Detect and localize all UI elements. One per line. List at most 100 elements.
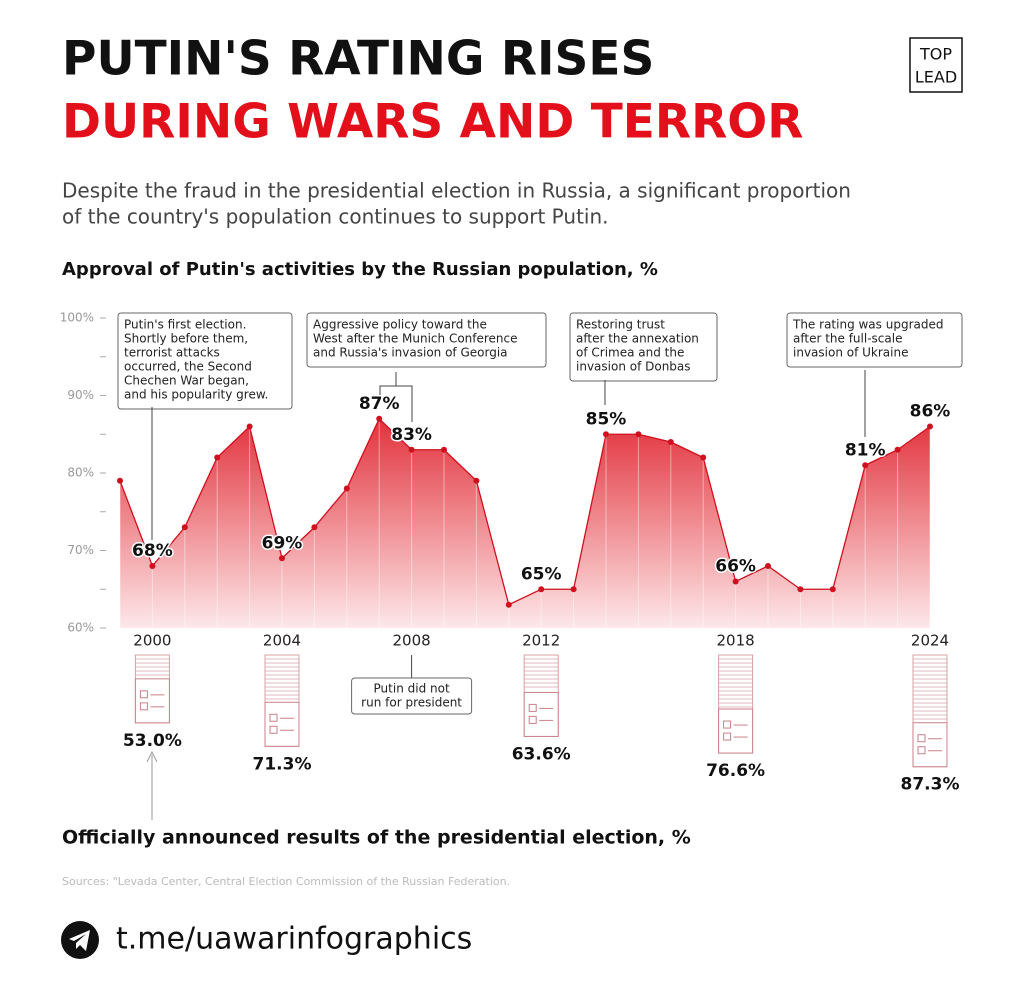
annotation-text: after the full-scale [793, 332, 902, 346]
ballot-box [139, 702, 148, 711]
annotation-box [117, 312, 293, 410]
point [862, 462, 869, 469]
ballot-box [269, 713, 278, 722]
annotation-text: Shortly before them, [124, 332, 248, 346]
annotation-text: Putin's first election. [124, 318, 246, 332]
point [570, 586, 577, 593]
point [343, 485, 350, 492]
point [311, 524, 318, 531]
elections-title: Officially announced results of the pres… [62, 827, 691, 849]
logo-text: TOP [919, 45, 952, 64]
election-label: 76.6% [706, 761, 765, 781]
point [181, 524, 188, 531]
point [149, 563, 156, 569]
point [765, 563, 771, 569]
ballot-box [139, 690, 148, 699]
value-label: 85% [586, 409, 627, 429]
point [376, 415, 383, 422]
point [894, 446, 901, 453]
ballot-box [917, 734, 926, 743]
x-tick-label: 2012 [522, 632, 560, 650]
point [732, 578, 739, 585]
x-tick-label: 2004 [263, 632, 301, 650]
point [473, 477, 480, 484]
annotation-text: Aggressive policy toward the [313, 318, 487, 332]
y-tick-label: 80% [67, 466, 94, 480]
y-tick-label: 70% [67, 543, 94, 557]
value-label: 86% [910, 402, 951, 422]
election-label: 87.3% [901, 775, 960, 795]
value-label: 81% [845, 440, 886, 460]
annotation-text: invasion of Ukraine [793, 346, 908, 360]
ballot-front [718, 708, 754, 754]
title-line-1: PUTIN'S RATING RISES [62, 32, 654, 87]
annotation-text: The rating was upgraded [792, 318, 943, 332]
annotation-connector [379, 372, 413, 422]
ballot-box [723, 720, 732, 729]
point [829, 586, 836, 593]
annotation-text: after the annexation [576, 332, 699, 346]
point [635, 431, 642, 438]
election-label: 63.6% [512, 744, 571, 764]
value-label: 83% [391, 425, 432, 445]
annotation-text: occurred, the Second [124, 360, 252, 374]
note-text: run for president [361, 696, 462, 710]
ballot-box [269, 725, 278, 734]
line [119, 417, 931, 606]
point [700, 454, 707, 461]
annotation-box [569, 312, 718, 382]
election-label: 71.3% [253, 754, 312, 774]
value-label: 69% [262, 533, 303, 553]
point [441, 446, 447, 453]
ballot-box [528, 715, 537, 724]
logo-box [909, 37, 963, 93]
link[interactable]: t.me/uawarinfographics [116, 922, 472, 957]
ballot-box [528, 703, 537, 712]
y-tick-label: 90% [67, 388, 94, 402]
logo-text: LEAD [915, 68, 957, 87]
subtitle: Despite the fraud in the presidential el… [62, 179, 851, 203]
annotation-text: Chechen War began, [124, 374, 249, 388]
x-tick-label: 2018 [717, 632, 755, 650]
ballot-front [912, 722, 948, 768]
annotation-text: of Crimea and the [576, 346, 684, 360]
ballot-front [134, 678, 170, 724]
value-label: 68% [132, 541, 173, 561]
point [603, 431, 609, 438]
ballot-front [523, 691, 559, 737]
subtitle: of the country's population continues to… [62, 205, 609, 229]
area [120, 418, 930, 628]
value-label: 66% [715, 557, 756, 577]
point [927, 423, 933, 430]
annotation-text: invasion of Donbas [576, 360, 691, 374]
x-tick-label: 2008 [393, 632, 431, 650]
annotation-box [786, 312, 963, 368]
y-tick-label: 100% [60, 311, 94, 325]
annotation-text: and his popularity grew. [124, 388, 268, 402]
sources: Sources: "Levada Center, Central Electio… [62, 875, 510, 888]
annotation-box [306, 312, 547, 368]
ballot-box [723, 732, 732, 741]
telegram-plane [69, 930, 90, 951]
annotation-text: terrorist attacks [124, 346, 220, 360]
x-tick-label: 2024 [911, 632, 949, 650]
value-label: 65% [521, 564, 562, 584]
point [538, 586, 545, 593]
note-text: Putin did not [374, 682, 450, 696]
value-label: 87% [359, 394, 400, 414]
point [667, 439, 674, 445]
y-tick-label: 60% [67, 621, 94, 635]
election-label: 53.0% [123, 731, 182, 751]
note-box [351, 677, 473, 715]
annotation-text: and Russia's invasion of Georgia [313, 346, 508, 360]
chart-title: Approval of Putin's activities by the Ru… [62, 259, 658, 280]
ballot-box [917, 746, 926, 755]
annotation-text: Restoring trust [576, 318, 665, 332]
annotation-text: West after the Munich Conference [313, 332, 518, 346]
title-line-2: DURING WARS AND TERROR [62, 95, 803, 150]
pointer-arrow [146, 750, 158, 763]
point [214, 454, 221, 461]
point [117, 477, 123, 484]
point [797, 586, 804, 593]
